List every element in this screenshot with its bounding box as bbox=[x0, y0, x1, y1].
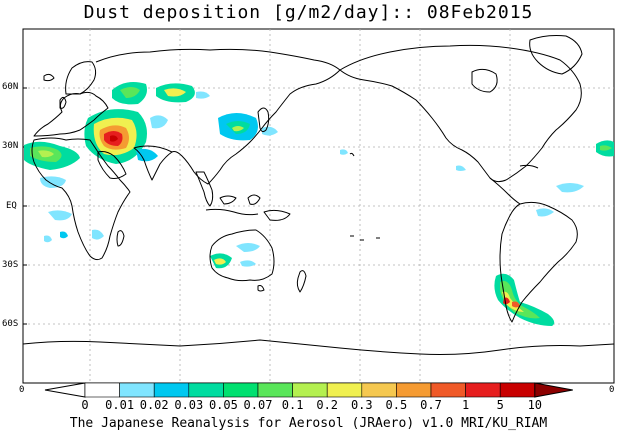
colorbar-tick-label: 1 bbox=[461, 398, 470, 412]
colorbar-low-arrow bbox=[44, 382, 86, 398]
colorbar-segment bbox=[396, 382, 432, 398]
dust-shading bbox=[24, 82, 614, 326]
colorbar-segment bbox=[499, 382, 536, 398]
colorbar-tick-label: 0.2 bbox=[316, 398, 339, 412]
colorbar-tick-label: 0.02 bbox=[139, 398, 169, 412]
colorbar-segment bbox=[430, 382, 466, 398]
colorbar-segment bbox=[326, 382, 363, 398]
colorbar-edge-left: 0 bbox=[19, 385, 25, 395]
colorbar-tick-label: 5 bbox=[496, 398, 504, 412]
lat-label-60s: 60S bbox=[2, 319, 19, 329]
lat-label-eq: EQ bbox=[6, 201, 17, 211]
colorbar-tick-label: 0.03 bbox=[174, 398, 204, 412]
colorbar-tick-label: 0.05 bbox=[208, 398, 238, 412]
colorbar-segment bbox=[361, 382, 397, 398]
colorbar-tick-label: 10 bbox=[527, 398, 543, 412]
colorbar-high-arrow bbox=[534, 382, 573, 398]
colorbar bbox=[44, 382, 573, 398]
colorbar-tick-label: 0 bbox=[81, 398, 89, 412]
colorbar-segment bbox=[223, 382, 259, 398]
colorbar-tick-label: 0.1 bbox=[281, 398, 304, 412]
footer-credit: The Japanese Reanalysis for Aerosol (JRA… bbox=[69, 416, 548, 431]
gridlines bbox=[23, 29, 614, 383]
colorbar-segment bbox=[292, 382, 328, 398]
map-title: Dust deposition [g/m2/day]:: 08Feb2015 bbox=[83, 2, 534, 23]
colorbar-segment bbox=[188, 382, 224, 398]
colorbar-segment bbox=[257, 382, 293, 398]
lat-label-30s: 30S bbox=[2, 260, 19, 270]
colorbar-segment bbox=[465, 382, 501, 398]
colorbar-tick-label: 0.01 bbox=[105, 398, 135, 412]
lat-label-60n: 60N bbox=[2, 82, 19, 92]
coastlines bbox=[22, 35, 615, 355]
colorbar-segment bbox=[84, 382, 120, 398]
colorbar-tick-label: 0.5 bbox=[385, 398, 408, 412]
colorbar-edge-right: 0 bbox=[609, 385, 615, 395]
colorbar-segment bbox=[153, 382, 190, 398]
colorbar-tick-label: 0.7 bbox=[420, 398, 442, 412]
colorbar-tick-label: 0.07 bbox=[243, 398, 273, 412]
colorbar-tick-label: 0.3 bbox=[350, 398, 373, 412]
colorbar-segment bbox=[119, 382, 155, 398]
lat-label-30n: 30N bbox=[2, 141, 19, 151]
